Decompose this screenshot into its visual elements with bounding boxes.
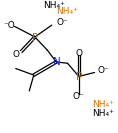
Text: NH₄⁺: NH₄⁺ [57, 7, 78, 16]
Text: O⁻: O⁻ [73, 92, 85, 101]
Text: NH₄⁺: NH₄⁺ [92, 109, 114, 118]
Text: ⁻O: ⁻O [4, 21, 15, 30]
Text: O: O [75, 49, 82, 58]
Text: O: O [13, 50, 20, 59]
Text: O⁻: O⁻ [97, 66, 109, 75]
Text: NH₄⁺: NH₄⁺ [43, 1, 65, 10]
Text: NH₄⁺: NH₄⁺ [92, 100, 114, 109]
Text: N: N [53, 57, 60, 67]
Text: P: P [32, 33, 38, 43]
Text: O⁻: O⁻ [56, 18, 68, 27]
Text: P: P [76, 72, 82, 82]
